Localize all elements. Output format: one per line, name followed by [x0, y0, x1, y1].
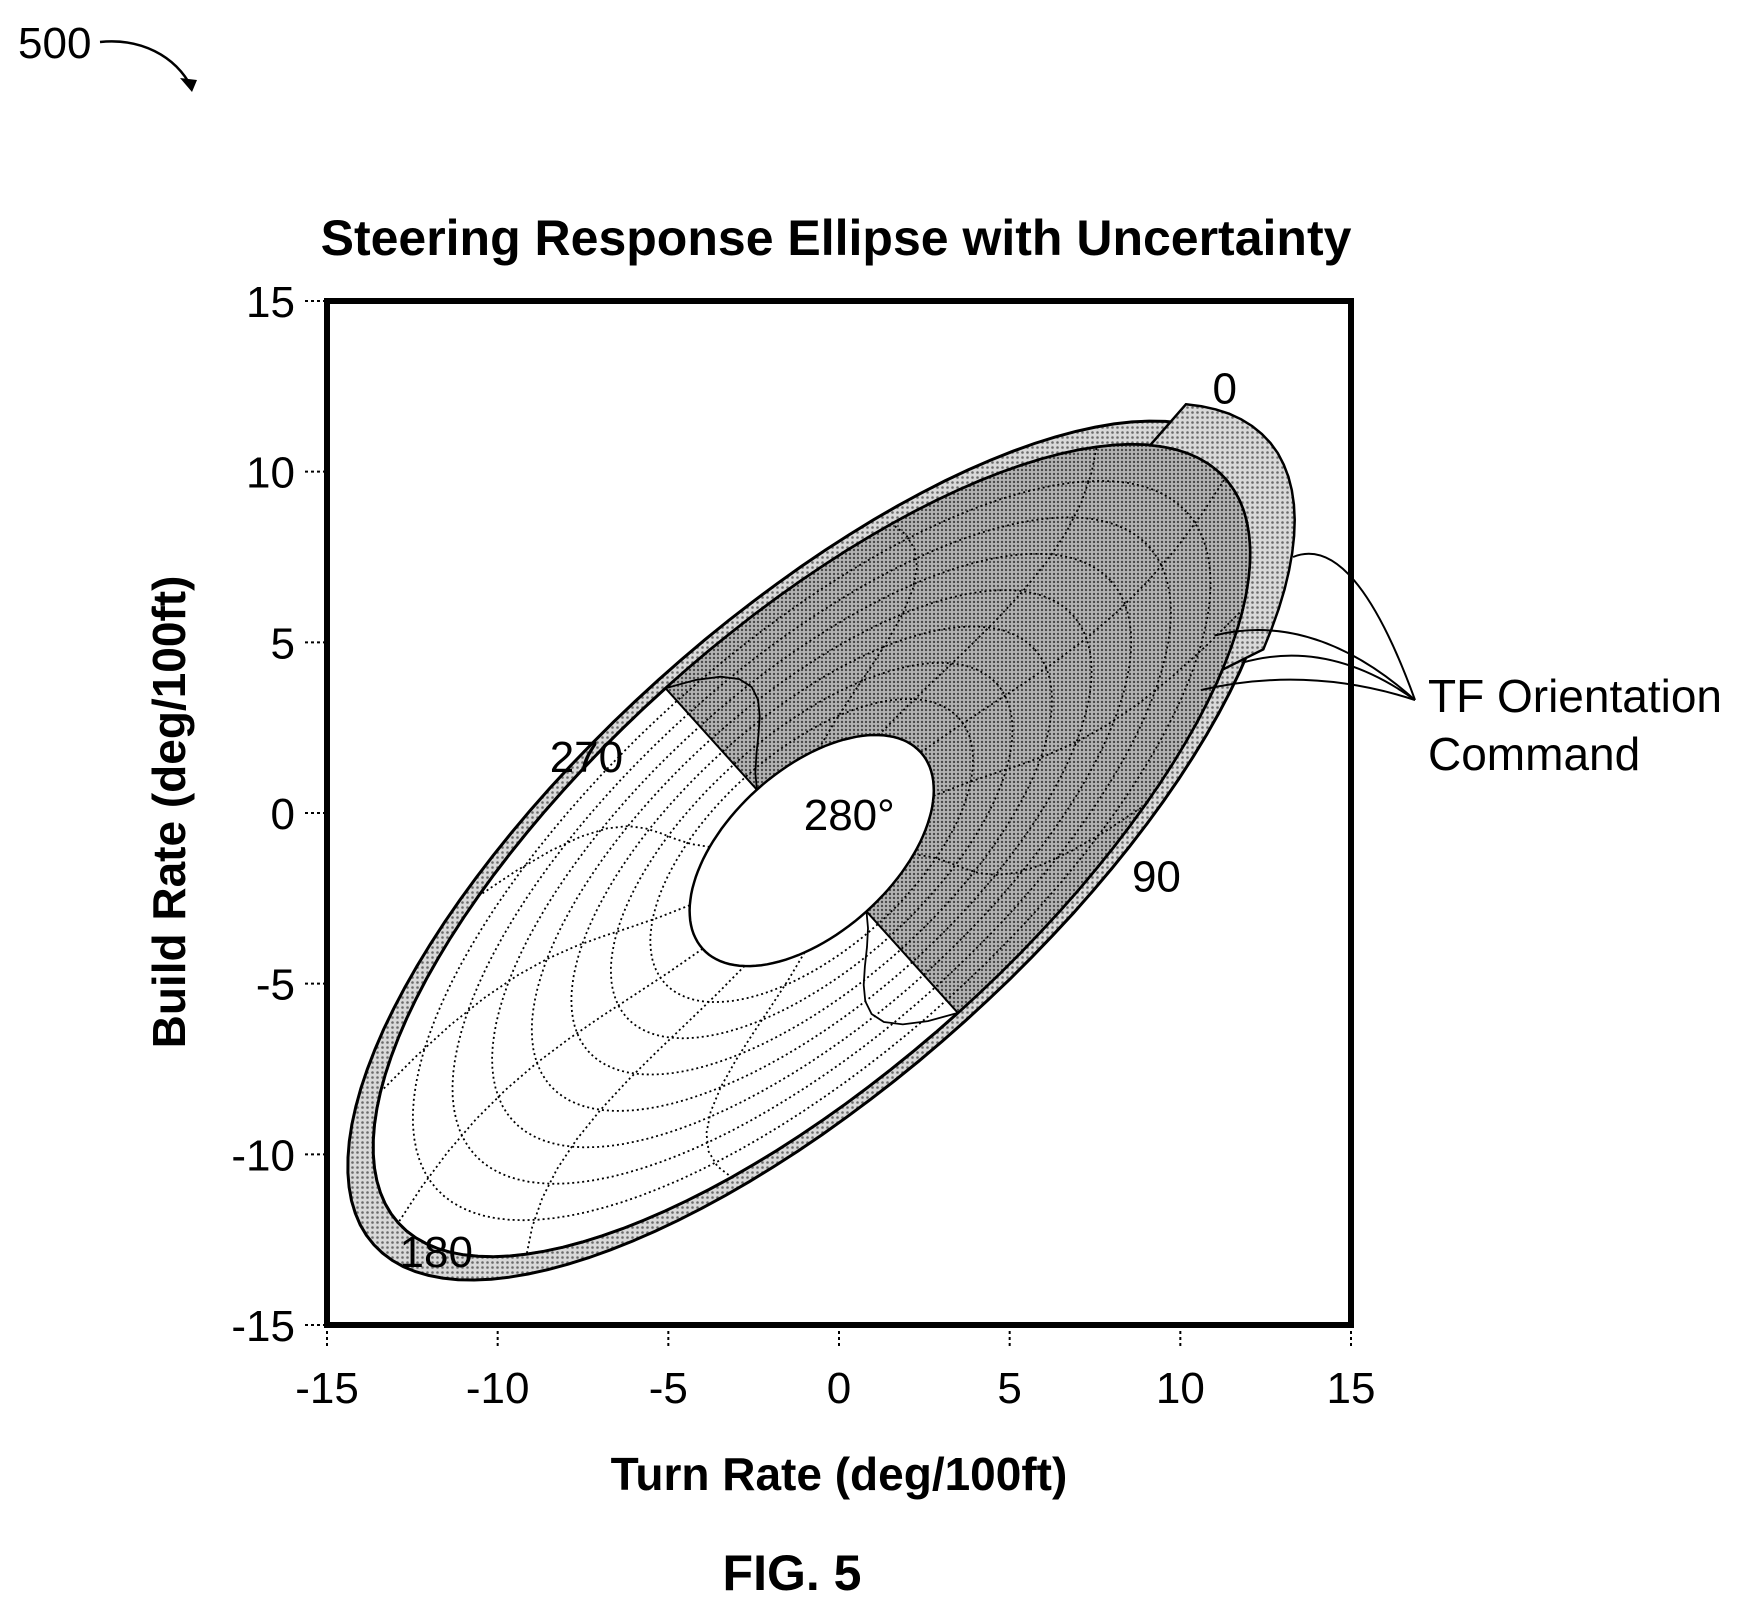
- y-tick-label: 5: [271, 619, 295, 668]
- x-tick-label: 5: [997, 1364, 1021, 1413]
- reference-arrowhead: [180, 78, 197, 92]
- x-axis-label: Turn Rate (deg/100ft): [611, 1448, 1068, 1500]
- radial-spoke: [705, 951, 806, 1179]
- pointer-line: [1241, 654, 1416, 701]
- x-tick-label: 0: [827, 1364, 851, 1413]
- plot-area-frame: [324, 298, 1354, 1328]
- x-tick-label: -15: [295, 1364, 359, 1413]
- x-tick-label: 15: [1327, 1364, 1376, 1413]
- angle-label: 90: [1132, 853, 1181, 902]
- pointer-line: [1200, 678, 1416, 701]
- pointer-line: [1214, 629, 1416, 701]
- figure-caption: FIG. 5: [723, 1545, 862, 1601]
- pointer-line: [1292, 552, 1416, 701]
- radial-spoke: [862, 911, 959, 1026]
- radial-spoke: [878, 446, 1098, 736]
- x-tick-label: 10: [1156, 1364, 1205, 1413]
- y-tick-label: -10: [231, 1131, 295, 1180]
- y-tick-label: 10: [246, 449, 295, 498]
- radial-spoke: [397, 948, 704, 1224]
- contour-ring: [451, 516, 1172, 1185]
- radial-spoke: [525, 965, 746, 1255]
- y-tick-label: 0: [271, 790, 295, 839]
- angle-label: 280°: [804, 791, 895, 840]
- y-tick-label: -5: [256, 961, 295, 1010]
- radial-spoke: [920, 477, 1226, 754]
- annotation-line-1: TF Orientation: [1428, 670, 1722, 722]
- figure-reference-number: 500: [18, 19, 91, 68]
- axis-ticks: -15 -10 -5 0 5 10 15 -15 -10 -5 0 5 10 15: [231, 278, 1375, 1413]
- chart-title: Steering Response Ellipse with Uncertain…: [321, 210, 1352, 266]
- uncertainty-shading: [346, 402, 1296, 1282]
- y-axis-label: Build Rate (deg/100ft): [143, 576, 195, 1049]
- radial-spoke: [665, 675, 761, 790]
- radial-spokes: [379, 446, 1244, 1255]
- radial-spoke: [818, 523, 918, 750]
- annotation-line-2: Command: [1428, 728, 1640, 780]
- y-tick-label: -15: [231, 1302, 295, 1351]
- contour-ring: [411, 479, 1212, 1222]
- x-tick-label: -10: [466, 1364, 530, 1413]
- reference-arrow: [99, 40, 194, 89]
- tf-orientation-pointers: [1200, 552, 1416, 701]
- contour-ring: [530, 589, 1093, 1112]
- angle-label: 0: [1212, 364, 1236, 413]
- y-tick-label: 15: [246, 278, 295, 327]
- x-tick-label: -5: [649, 1364, 688, 1413]
- angle-labels: 0 90 180 270 280°: [400, 364, 1237, 1277]
- contour-ring: [609, 661, 1014, 1040]
- angle-label: 180: [400, 1228, 473, 1277]
- angle-label: 270: [550, 733, 623, 782]
- contour-ring: [570, 625, 1053, 1076]
